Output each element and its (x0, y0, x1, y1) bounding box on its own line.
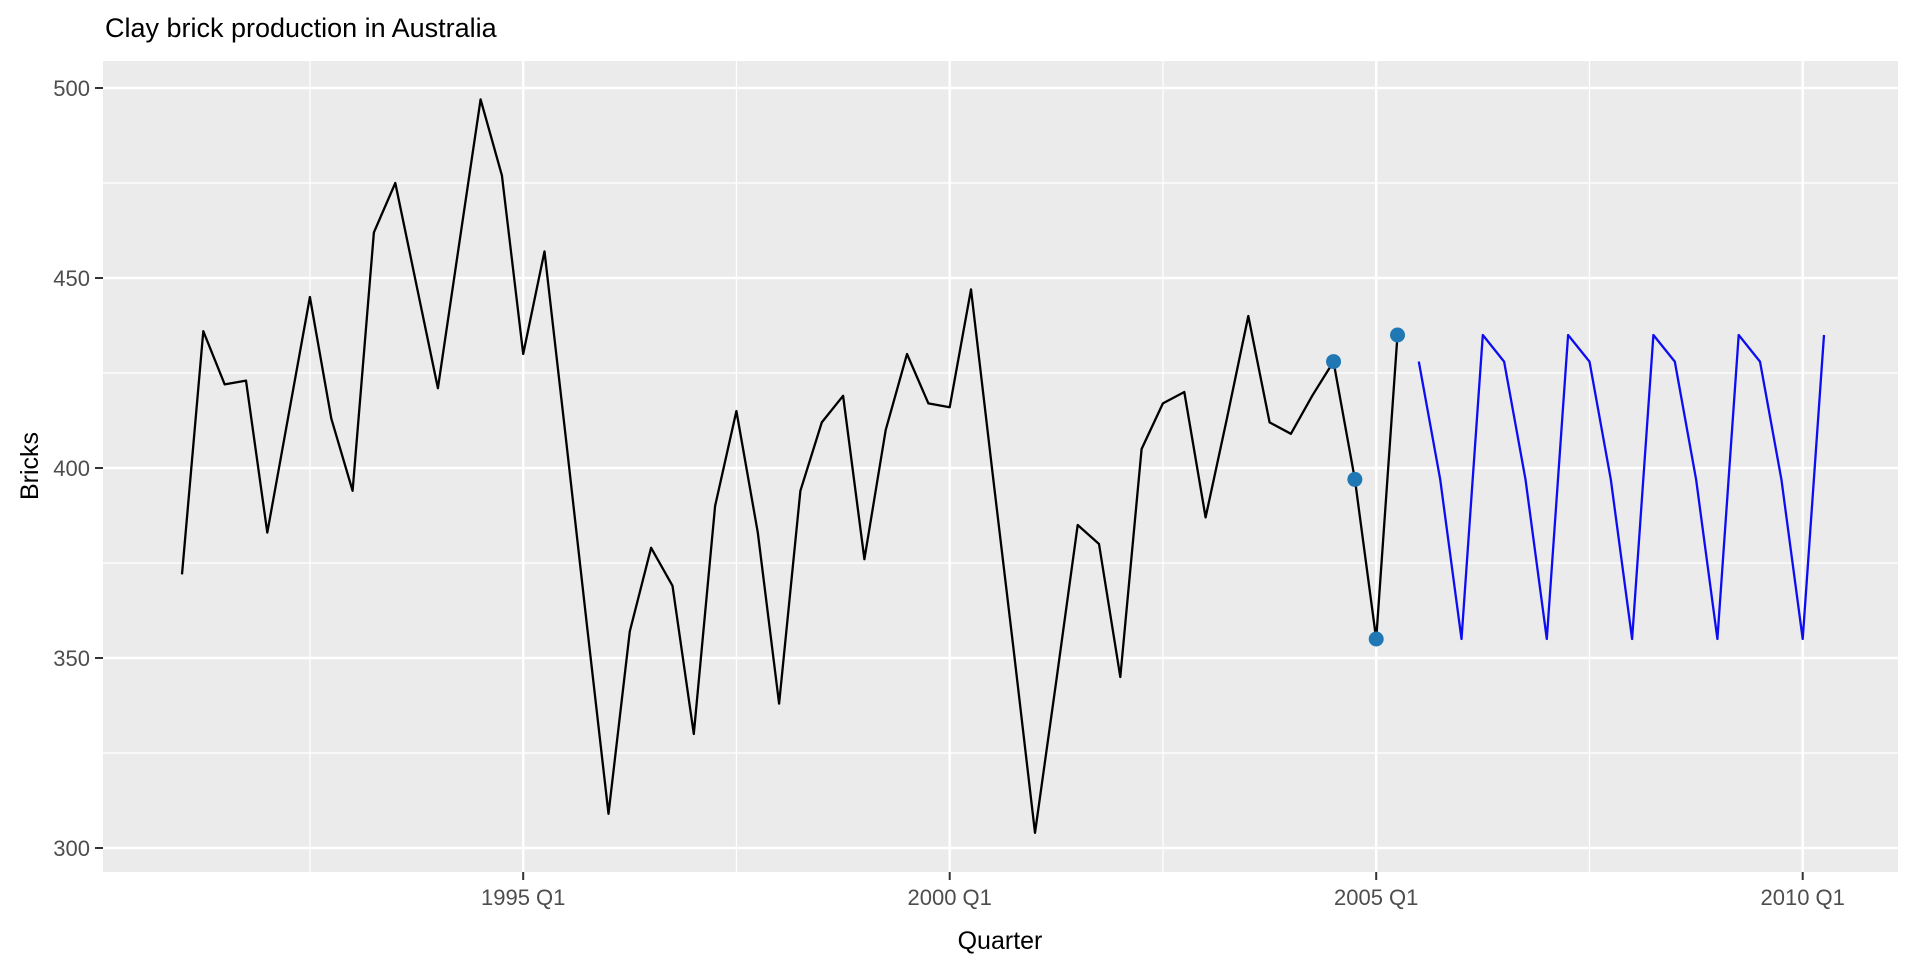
axis-tick-labels-layer: 300 350 400 450 500 1995 Q1 2000 Q1 2005 Q1 2010… (53, 76, 1845, 910)
highlight-point (1347, 471, 1363, 487)
series-line-seasonal-naive-forecast (1417, 333, 1826, 641)
y-tick-label: 500 (53, 76, 90, 101)
highlight-point (1390, 327, 1406, 343)
y-tick-label: 300 (53, 836, 90, 861)
x-tick-label: 2000 Q1 (907, 885, 991, 910)
series-layer (180, 98, 1826, 834)
x-tick-label: 2010 Q1 (1760, 885, 1844, 910)
highlight-point (1368, 631, 1384, 647)
grid-major (103, 61, 1898, 872)
x-axis-title: Quarter (958, 927, 1043, 955)
y-tick-label: 400 (53, 456, 90, 481)
grid-minor (103, 61, 1898, 872)
highlight-point (1326, 354, 1342, 370)
y-tick-label: 450 (53, 266, 90, 291)
axis-ticks-layer (95, 87, 1804, 880)
series-line-observed (180, 98, 1399, 834)
plot-panel (103, 61, 1898, 872)
y-tick-label: 350 (53, 646, 90, 671)
y-axis-title: Bricks (16, 432, 44, 500)
chart-title: Clay brick production in Australia (105, 13, 498, 43)
x-tick-label: 1995 Q1 (481, 885, 565, 910)
x-tick-label: 2005 Q1 (1334, 885, 1418, 910)
highlight-points-layer (1326, 327, 1406, 647)
